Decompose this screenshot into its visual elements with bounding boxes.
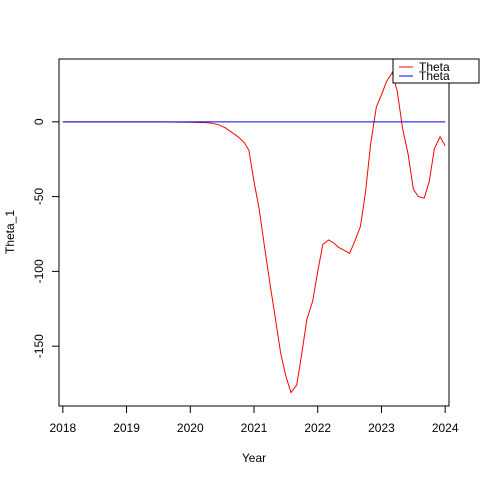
x-tick-label-2022: 2022 [304,421,331,435]
y-axis: 0 -50 -100 -150 [32,118,60,358]
x-tick-label-2018: 2018 [49,421,76,435]
x-tick-label-2023: 2023 [368,421,395,435]
x-axis-title: Year [242,451,266,465]
y-tick-label--100: -100 [32,259,46,283]
y-tick-label--150: -150 [32,334,46,358]
x-tick-label-2021: 2021 [241,421,268,435]
y-tick-label-0: 0 [32,118,46,125]
x-tick-label-2024: 2024 [432,421,459,435]
legend-label-1: Theta [419,60,450,74]
x-axis: 2018 2019 2020 2021 2022 2023 2024 [49,405,459,435]
x-tick-label-2020: 2020 [177,421,204,435]
legend-box [392,58,480,84]
legend-label-2: Theta [419,69,450,83]
series-layer [62,71,446,394]
y-tick-label--50: -50 [32,188,46,206]
y-axis-title: Theta_1 [3,210,17,254]
x-tick-label-2019: 2019 [113,421,140,435]
